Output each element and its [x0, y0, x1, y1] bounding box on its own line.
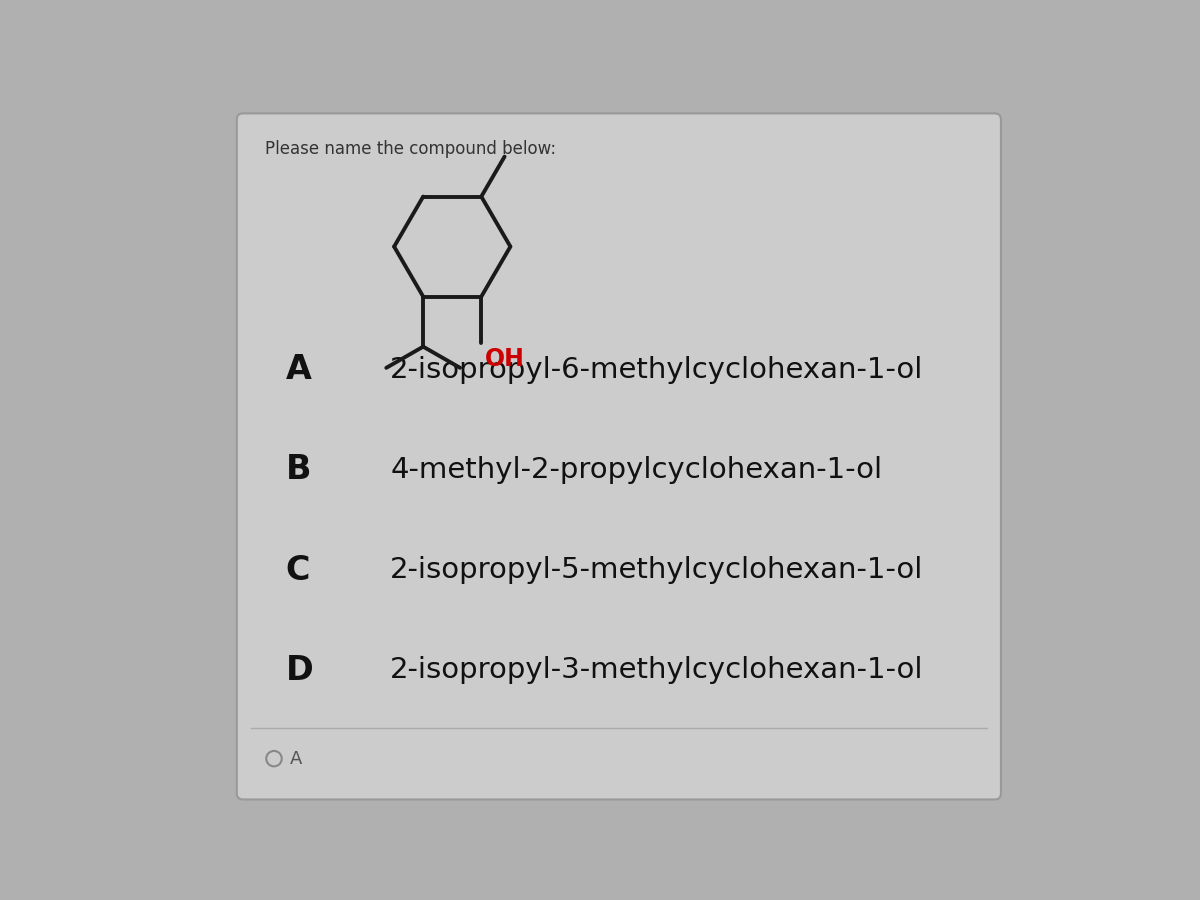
FancyBboxPatch shape: [236, 113, 1001, 799]
Text: 4-methyl-2-propylcyclohexan-1-ol: 4-methyl-2-propylcyclohexan-1-ol: [390, 456, 882, 484]
Text: 2-isopropyl-3-methylcyclohexan-1-ol: 2-isopropyl-3-methylcyclohexan-1-ol: [390, 656, 924, 684]
Text: C: C: [286, 554, 310, 587]
Text: A: A: [286, 354, 312, 386]
Text: Please name the compound below:: Please name the compound below:: [265, 140, 556, 158]
Text: 2-isopropyl-6-methylcyclohexan-1-ol: 2-isopropyl-6-methylcyclohexan-1-ol: [390, 356, 924, 383]
Text: D: D: [286, 653, 313, 687]
Text: OH: OH: [485, 346, 526, 371]
Text: B: B: [286, 454, 311, 486]
Text: A: A: [289, 750, 302, 768]
Text: 2-isopropyl-5-methylcyclohexan-1-ol: 2-isopropyl-5-methylcyclohexan-1-ol: [390, 556, 924, 584]
